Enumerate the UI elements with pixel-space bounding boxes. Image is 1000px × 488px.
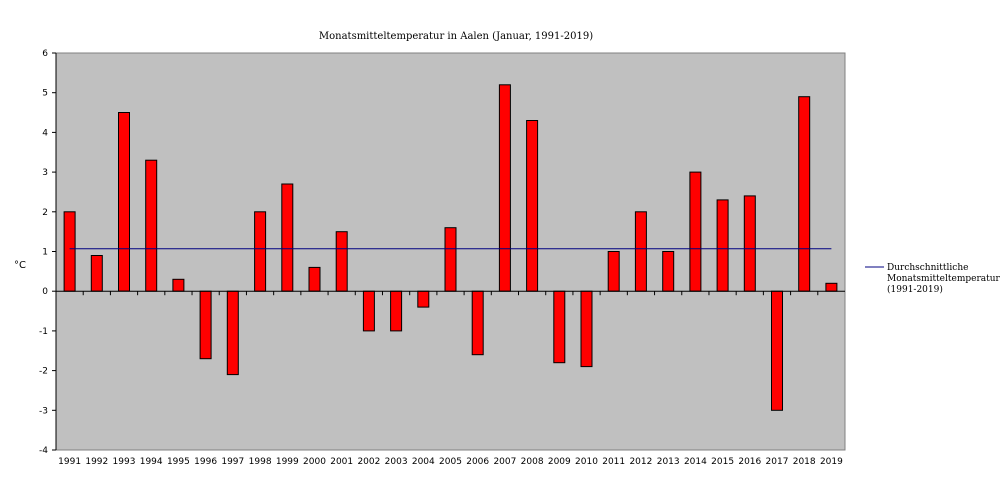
bar-2009 bbox=[553, 290, 566, 364]
x-ticks-group: 1991 1992 1993 1994 1995 1996 1997 1998 1999 2000… bbox=[55, 291, 843, 467]
legend: DurchschnittlicheMonatsmitteltemperatur(… bbox=[865, 263, 1000, 295]
x-tick-label: 2011 bbox=[602, 457, 625, 467]
bar-2012 bbox=[634, 211, 647, 292]
bar-1997 bbox=[226, 290, 239, 376]
bar-2002 bbox=[362, 290, 375, 332]
x-tick-label: 1994 bbox=[140, 457, 163, 467]
bar-1995 bbox=[172, 278, 185, 292]
bar-1996 bbox=[199, 290, 212, 360]
bar-2011 bbox=[607, 251, 620, 292]
bar-2014 bbox=[689, 171, 702, 292]
x-tick-label: 2017 bbox=[766, 457, 789, 467]
legend-label: (1991-2019) bbox=[887, 284, 943, 295]
y-tick-label: 2 bbox=[42, 208, 48, 218]
x-tick-label: 1996 bbox=[194, 457, 217, 467]
bar-2015 bbox=[716, 199, 729, 292]
x-tick-label: 1997 bbox=[221, 457, 244, 467]
bar-2010 bbox=[580, 290, 593, 368]
chart-title: Monatsmitteltemperatur in Aalen (Januar,… bbox=[319, 31, 593, 42]
bar-2004 bbox=[417, 290, 430, 308]
y-tick-label: 5 bbox=[42, 89, 48, 99]
x-tick-label: 2002 bbox=[357, 457, 380, 467]
x-tick-label: 1995 bbox=[167, 457, 190, 467]
bar-1994 bbox=[145, 159, 158, 292]
x-tick-label: 2001 bbox=[330, 457, 353, 467]
bar-2019 bbox=[825, 282, 838, 292]
y-tick-label: 4 bbox=[42, 128, 48, 138]
bar-2003 bbox=[390, 290, 403, 332]
x-tick-label: 2014 bbox=[684, 457, 707, 467]
bar-2007 bbox=[498, 84, 511, 292]
x-tick-label: 2003 bbox=[385, 457, 408, 467]
y-tick-label: -4 bbox=[39, 446, 48, 456]
y-tick-label: -2 bbox=[39, 367, 48, 377]
x-tick-label: 2019 bbox=[820, 457, 843, 467]
bar-2006 bbox=[471, 290, 484, 356]
legend-label: Durchschnittliche bbox=[887, 263, 968, 273]
x-tick-label: 2016 bbox=[738, 457, 761, 467]
x-tick-label: 2006 bbox=[466, 457, 489, 467]
x-tick-label: 1992 bbox=[85, 457, 108, 467]
x-tick-label: 2010 bbox=[575, 457, 598, 467]
x-tick-label: 2012 bbox=[629, 457, 652, 467]
bar-2000 bbox=[308, 266, 321, 292]
x-tick-label: 1999 bbox=[276, 457, 299, 467]
x-tick-label: 1991 bbox=[58, 457, 81, 467]
y-tick-label: -1 bbox=[39, 327, 48, 337]
x-tick-label: 2013 bbox=[657, 457, 680, 467]
bars-group bbox=[63, 84, 838, 411]
bar-2005 bbox=[444, 227, 457, 292]
y-ticks-group: -4 -3 -2 -1 0 1 2 3 4 5 6 bbox=[39, 49, 56, 456]
bar-2008 bbox=[526, 120, 539, 292]
y-tick-label: 0 bbox=[42, 287, 48, 297]
x-tick-label: 2009 bbox=[548, 457, 571, 467]
bar-2018 bbox=[798, 96, 811, 292]
bar-1991 bbox=[63, 211, 76, 292]
x-tick-label: 2008 bbox=[521, 457, 544, 467]
y-tick-label: 3 bbox=[42, 168, 48, 178]
bar-2013 bbox=[662, 251, 675, 292]
y-tick-label: 6 bbox=[42, 49, 48, 59]
x-tick-label: 2000 bbox=[303, 457, 326, 467]
y-tick-label: -3 bbox=[39, 406, 48, 416]
x-tick-label: 1998 bbox=[249, 457, 272, 467]
bar-2016 bbox=[743, 195, 756, 292]
x-tick-label: 2005 bbox=[439, 457, 462, 467]
bar-1998 bbox=[254, 211, 267, 292]
y-tick-label: 1 bbox=[42, 248, 48, 258]
x-tick-label: 2015 bbox=[711, 457, 734, 467]
x-tick-label: 2007 bbox=[493, 457, 516, 467]
x-tick-label: 2018 bbox=[793, 457, 816, 467]
bar-1999 bbox=[281, 183, 294, 292]
bar-1992 bbox=[90, 255, 103, 292]
legend-label: Monatsmitteltemperatur bbox=[887, 274, 1000, 284]
bar-1993 bbox=[118, 112, 130, 292]
x-tick-label: 2004 bbox=[412, 457, 435, 467]
y-axis-label: °C bbox=[14, 260, 26, 271]
bar-2017 bbox=[771, 290, 783, 411]
x-tick-label: 1993 bbox=[113, 457, 136, 467]
bar-2001 bbox=[335, 231, 348, 292]
